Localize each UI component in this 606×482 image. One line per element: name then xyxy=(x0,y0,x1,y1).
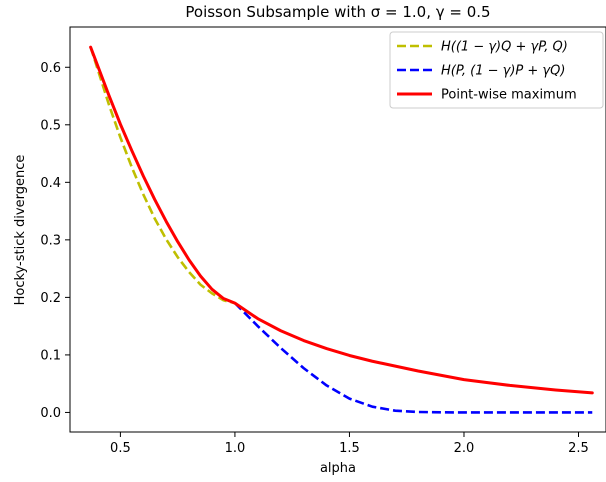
x-tick-label: 2.5 xyxy=(568,441,589,456)
x-tick-label: 1.5 xyxy=(339,441,360,456)
y-tick-label: 0.3 xyxy=(40,233,61,248)
legend-label-1: H((1 − γ)Q + γP, Q) xyxy=(441,40,568,55)
series-line-3 xyxy=(89,45,594,395)
legend-label-3: Point-wise maximum xyxy=(441,88,577,103)
legend-label-2: H(P, (1 − γ)P + γQ) xyxy=(441,64,565,79)
y-axis: 0.0 0.1 0.2 0.3 0.4 0.5 0.6 xyxy=(40,61,70,421)
chart-title: Poisson Subsample with σ = 1.0, γ = 0.5 xyxy=(185,3,490,21)
x-axis: 0.5 1.0 1.5 2.0 2.5 xyxy=(110,432,589,456)
plot-area xyxy=(69,26,606,433)
legend: H((1 − γ)Q + γP, Q) H(P, (1 − γ)P + γQ) Po… xyxy=(389,31,604,109)
y-tick-label: 0.4 xyxy=(40,176,61,191)
y-tick-label: 0.6 xyxy=(40,61,61,76)
x-tick-label: 0.5 xyxy=(110,441,131,456)
plot-frame xyxy=(69,26,606,433)
x-axis-label: alpha xyxy=(320,461,356,476)
series-layer xyxy=(89,45,594,414)
y-tick-label: 0.5 xyxy=(40,118,61,133)
series-line-2 xyxy=(233,302,593,414)
y-axis-label: Hocky-stick divergence xyxy=(13,155,28,306)
legend-box xyxy=(389,31,604,109)
y-tick-label: 0.2 xyxy=(40,291,61,306)
y-tick-label: 0.1 xyxy=(40,348,61,363)
y-tick-label: 0.0 xyxy=(40,406,61,421)
series-line-1 xyxy=(89,46,236,305)
x-tick-label: 1.0 xyxy=(225,441,246,456)
x-tick-label: 2.0 xyxy=(454,441,475,456)
